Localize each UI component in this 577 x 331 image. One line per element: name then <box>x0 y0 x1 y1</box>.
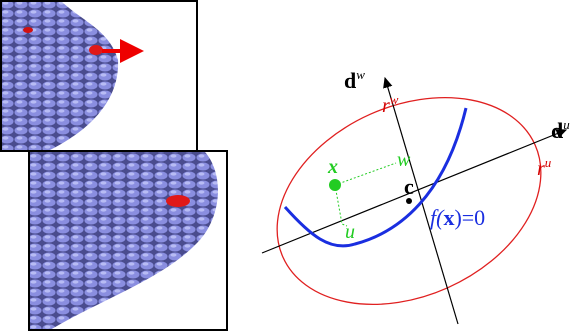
axis-u-label: du <box>551 117 570 143</box>
coord-u-label: u <box>345 221 355 243</box>
diagram: dw du rw ru x w u c f(x)=0 <box>244 58 573 331</box>
proj-w <box>335 163 396 185</box>
curve-label: f(x)=0 <box>430 205 485 230</box>
render-bottom <box>29 151 227 330</box>
radius-w-label: rw <box>382 92 399 117</box>
radius-u-label: ru <box>537 155 552 180</box>
figure: dw du rw ru x w u c f(x)=0 <box>0 0 577 331</box>
axis-w-label: dw <box>344 67 365 93</box>
axis-u <box>262 130 566 253</box>
coord-w-label: w <box>397 149 411 171</box>
point-label: x <box>327 156 338 178</box>
point-x <box>329 179 341 191</box>
render-top <box>0 0 197 151</box>
center-label: c <box>404 174 414 199</box>
